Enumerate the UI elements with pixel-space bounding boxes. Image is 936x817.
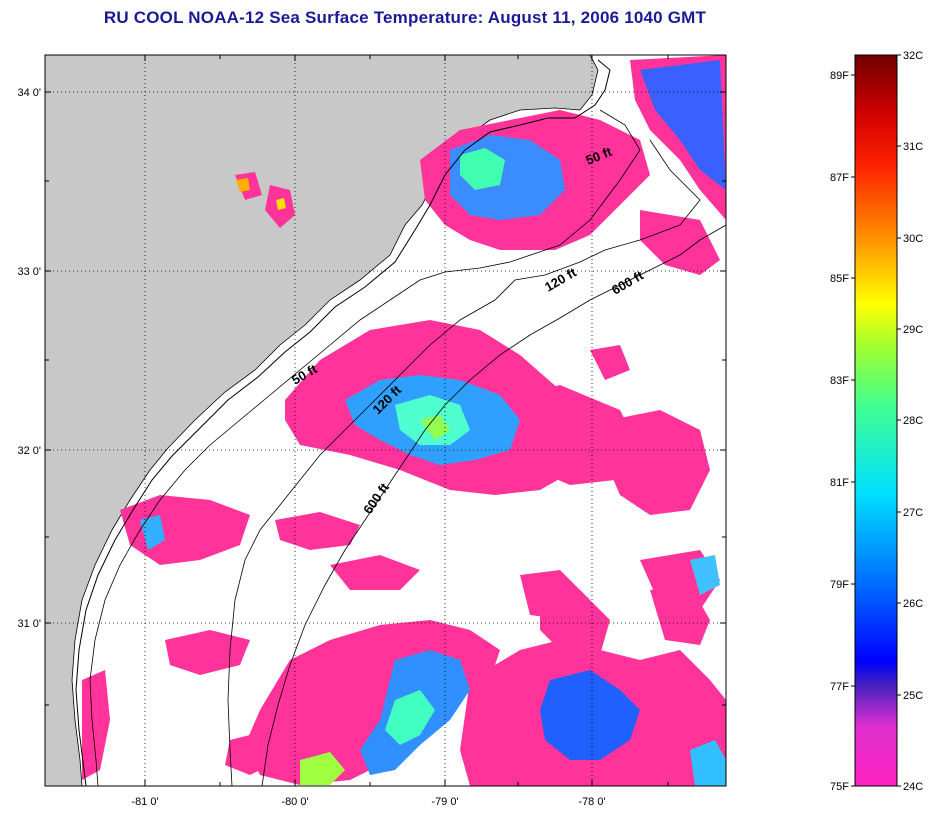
lat-tick-31: 31 0'	[17, 618, 41, 630]
graticule	[45, 55, 726, 786]
contour-120ft	[227, 139, 701, 786]
coastline	[75, 59, 611, 786]
lon-tick-79: -79 0'	[431, 796, 458, 808]
colorbar-c-26: 26C	[903, 598, 923, 610]
colorbar-c-32: 32C	[903, 50, 923, 62]
colorbar-c-29: 29C	[903, 324, 923, 336]
lat-tick-33: 33 0'	[17, 266, 41, 278]
colorbar-gradient	[854, 54, 898, 787]
colorbar-c-30: 30C	[903, 233, 923, 245]
colorbar-f-87: 87F	[830, 172, 849, 184]
colorbar-ticks	[851, 54, 901, 787]
colorbar-f-75: 75F	[830, 781, 849, 793]
colorbar-c-28: 28C	[903, 415, 923, 427]
colorbar-c-31: 31C	[903, 141, 923, 153]
lat-tick-34: 34 0'	[17, 87, 41, 99]
contour-50ft	[89, 109, 641, 786]
colorbar-f-83: 83F	[830, 375, 849, 387]
lon-tick-81: -81 0'	[131, 796, 158, 808]
map-border	[44, 54, 727, 787]
land-mass	[45, 55, 599, 786]
colorbar-f-79: 79F	[830, 579, 849, 591]
colorbar-f-85: 85F	[830, 273, 849, 285]
lon-tick-80: -80 0'	[281, 796, 308, 808]
colorbar-c-25: 25C	[903, 690, 923, 702]
contour-600ft	[261, 224, 726, 786]
colorbar-f-89: 89F	[830, 70, 849, 82]
colorbar-c-27: 27C	[903, 507, 923, 519]
lat-tick-32: 32 0'	[17, 445, 41, 457]
map-area	[45, 55, 726, 786]
colorbar-f-81: 81F	[830, 477, 849, 489]
colorbar-f-77: 77F	[830, 681, 849, 693]
colorbar-c-24: 24C	[903, 781, 923, 793]
colorbar: 32C 31C 30C 29C 28C 27C 26C 25C 24C 89F …	[830, 50, 923, 793]
lon-tick-78: -78 0'	[578, 796, 605, 808]
tick-marks	[45, 55, 726, 786]
map-title: RU COOL NOAA-12 Sea Surface Temperature:…	[103, 8, 707, 27]
